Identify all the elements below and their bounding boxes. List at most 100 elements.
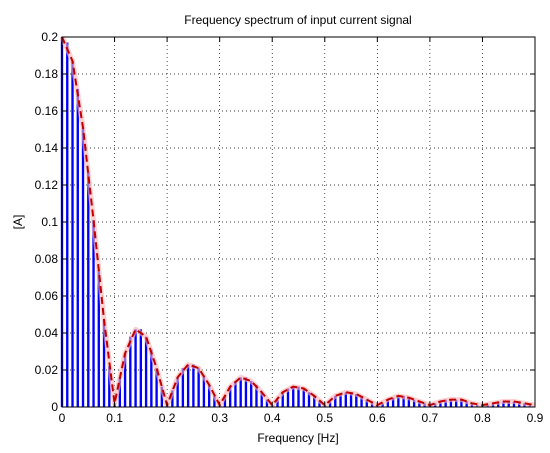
spectrum-bar	[202, 375, 206, 407]
spectrum-bar	[192, 364, 195, 407]
y-tick-label: 0.08	[35, 252, 59, 266]
spectrum-bar	[365, 399, 369, 407]
spectrum-bar	[339, 394, 342, 407]
y-tick-label: 0	[51, 400, 58, 414]
y-axis-label: [A]	[11, 215, 25, 230]
spectrum-bar	[87, 172, 90, 407]
spectrum-bar	[292, 386, 295, 407]
spectrum-bar	[418, 401, 421, 407]
envelope-line	[61, 36, 536, 407]
spectrum-bar	[144, 336, 148, 407]
spectrum-bar	[160, 386, 164, 407]
spectrum-bar	[134, 329, 137, 407]
spectrum-bar	[402, 395, 405, 407]
y-tick-label: 0.06	[35, 289, 59, 303]
spectrum-bar	[307, 392, 311, 407]
spectrum-bar	[176, 377, 179, 407]
spectrum-bar	[97, 270, 100, 407]
spectrum-bar	[302, 388, 305, 407]
y-tick-label: 0.04	[35, 326, 59, 340]
x-tick-label: 0	[59, 411, 66, 425]
spectrum-bar	[197, 368, 200, 407]
x-tick-label: 0.9	[527, 411, 544, 425]
x-tick-label: 0.7	[422, 411, 439, 425]
x-tick-label: 0.6	[369, 411, 386, 425]
spectrum-bar	[129, 336, 132, 407]
spectrum-bar	[460, 399, 463, 407]
x-tick-label: 0.8	[474, 411, 491, 425]
spectrum-bar	[439, 401, 442, 407]
spectrum-bar	[255, 384, 258, 407]
chart-title: Frequency spectrum of input current sign…	[184, 13, 411, 27]
spectrum-bar	[265, 399, 269, 407]
spectrum-bar	[328, 401, 332, 407]
x-tick-label: 0.5	[316, 411, 333, 425]
spectrum-bar	[518, 403, 521, 407]
spectrum-bar	[260, 392, 263, 407]
spectrum-bar	[76, 88, 79, 408]
spectrum-bar	[502, 401, 505, 407]
spectrum-bar	[386, 399, 390, 407]
spectrum-bar	[344, 392, 347, 407]
y-tick-label: 0.12	[35, 178, 59, 192]
grid-layer	[62, 37, 535, 407]
x-axis-label: Frequency [Hz]	[257, 431, 338, 445]
spectrum-bar	[108, 366, 111, 407]
x-tick-label: 0.3	[211, 411, 228, 425]
spectrum-bar	[407, 397, 411, 407]
spectrum-bar	[281, 392, 284, 407]
spectrum-bar	[507, 401, 510, 407]
y-tick-label: 0.14	[35, 141, 59, 155]
x-tick-label: 0.2	[159, 411, 176, 425]
spectrum-bar	[454, 399, 458, 407]
spectrum-bar	[244, 377, 248, 407]
spectrum-bar	[391, 397, 395, 407]
spectrum-bar	[355, 394, 358, 407]
spectrum-bar	[118, 377, 121, 407]
spectrum-bar	[334, 395, 337, 407]
spectrum-bar	[239, 377, 242, 407]
spectrum-bar	[412, 399, 416, 407]
spectrum-bar	[223, 395, 227, 407]
spectrum-bar	[250, 381, 253, 407]
spectrum-bar	[449, 399, 453, 407]
spectrum-bar	[123, 353, 127, 407]
spectrum-bar	[512, 401, 516, 407]
spectrum-bar	[313, 395, 316, 407]
spectrum-bar	[71, 61, 74, 408]
envelope-layer	[59, 35, 536, 408]
spectrum-bar	[139, 329, 143, 407]
spectrum-bar	[102, 320, 106, 407]
spectrum-bar	[318, 401, 321, 407]
x-tick-label: 0.1	[106, 411, 123, 425]
y-tick-label: 0.16	[35, 104, 59, 118]
spectrum-bar	[171, 390, 174, 407]
spectrum-bar	[444, 399, 447, 407]
y-tick-label: 0.18	[35, 67, 59, 81]
spectrum-bar	[92, 220, 95, 407]
spectrum-bar	[66, 42, 69, 408]
spectrum-bar	[276, 399, 279, 407]
spectrum-bar	[297, 386, 300, 407]
spectrum-bar	[186, 364, 190, 407]
tick-layer: 0 0.1 0.2 0.3 0.4 0.5 0.6 0.7 0.8 0.9 0 0.02 0.04 0.0…	[35, 30, 544, 425]
spectrum-bar	[234, 381, 237, 407]
spectrum-bar	[207, 384, 211, 407]
y-tick-label: 0.2	[41, 30, 58, 44]
stem-layer	[60, 37, 531, 408]
y-tick-label: 0.1	[41, 215, 58, 229]
spectrum-bar	[181, 368, 185, 407]
y-tick-label: 0.02	[35, 363, 59, 377]
x-tick-label: 0.4	[264, 411, 281, 425]
spectrum-bar	[213, 395, 216, 407]
spectrum-bar	[397, 395, 400, 407]
spectrum-bar	[81, 127, 85, 408]
spectrum-bar	[228, 386, 232, 407]
spectrum-bar	[155, 368, 158, 407]
spectrum-bar	[286, 388, 290, 407]
spectrum-bar	[465, 401, 468, 407]
spectrum-bar	[360, 395, 363, 407]
spectrum-bar	[150, 349, 153, 407]
